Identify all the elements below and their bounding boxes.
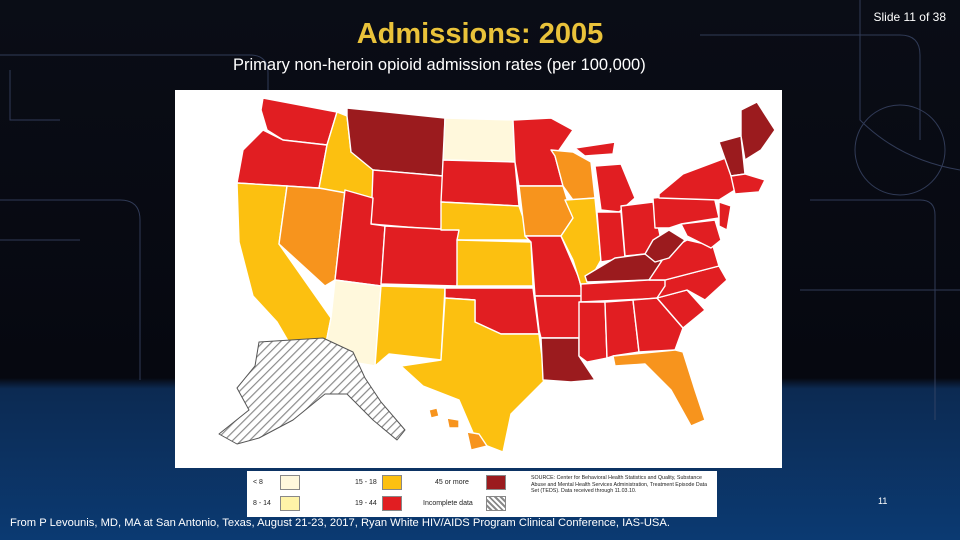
state-AK <box>218 337 406 445</box>
state-New-England-south <box>730 173 766 195</box>
state-KS <box>456 239 534 287</box>
state-MD-DE <box>680 219 722 249</box>
state-HI <box>428 407 488 451</box>
legend-swatch <box>280 496 300 511</box>
legend-label: 45 or more <box>435 479 469 486</box>
legend-item: 8 - 14 <box>253 496 300 511</box>
state-CO <box>380 225 460 287</box>
state-WV <box>644 229 686 263</box>
slide-number: Slide 11 of 38 <box>873 10 947 24</box>
legend-label: < 8 <box>253 479 263 486</box>
legend-swatch <box>280 475 300 490</box>
legend-label: 19 - 44 <box>355 500 377 507</box>
legend-item: < 8 <box>253 475 300 490</box>
legend-item: 45 or more <box>435 475 506 490</box>
state-AR <box>534 295 584 339</box>
state-NC <box>656 265 728 301</box>
footer-citation: From P Levounis, MD, MA at San Antonio, … <box>10 517 670 529</box>
legend-item: Incomplete data <box>423 496 506 511</box>
page-number: 11 <box>878 496 888 506</box>
state-NY <box>658 155 736 201</box>
state-NM <box>374 285 446 367</box>
state-IA <box>518 185 574 237</box>
legend-swatch <box>382 496 402 511</box>
state-FL <box>612 349 706 427</box>
legend-swatch <box>486 475 506 490</box>
legend-swatch <box>382 475 402 490</box>
state-ME <box>740 101 776 161</box>
state-TX <box>400 297 546 453</box>
state-WY <box>370 169 444 231</box>
state-AL <box>604 299 640 359</box>
state-IN <box>596 211 626 263</box>
state-IL <box>560 197 602 293</box>
legend-label: Incomplete data <box>423 500 473 507</box>
legend-source-note: SOURCE: Center for Behavioral Health Sta… <box>531 475 708 495</box>
legend-label: 15 - 18 <box>355 479 377 486</box>
legend-item: 19 - 44 <box>355 496 402 511</box>
state-SD <box>440 159 520 207</box>
state-GA <box>632 297 684 353</box>
slide-subtitle: Primary non-heroin opioid admission rate… <box>233 56 646 74</box>
us-choropleth-map <box>175 90 782 468</box>
slide-title: Admissions: 2005 <box>356 18 604 50</box>
state-ND <box>442 117 516 163</box>
map-legend: < 8 8 - 14 15 - 18 19 - 44 45 or more In… <box>247 471 717 517</box>
legend-label: 8 - 14 <box>253 500 271 507</box>
state-NJ <box>718 201 732 231</box>
legend-item: 15 - 18 <box>355 475 402 490</box>
state-MS <box>578 301 608 363</box>
legend-swatch-hatched <box>486 496 506 511</box>
